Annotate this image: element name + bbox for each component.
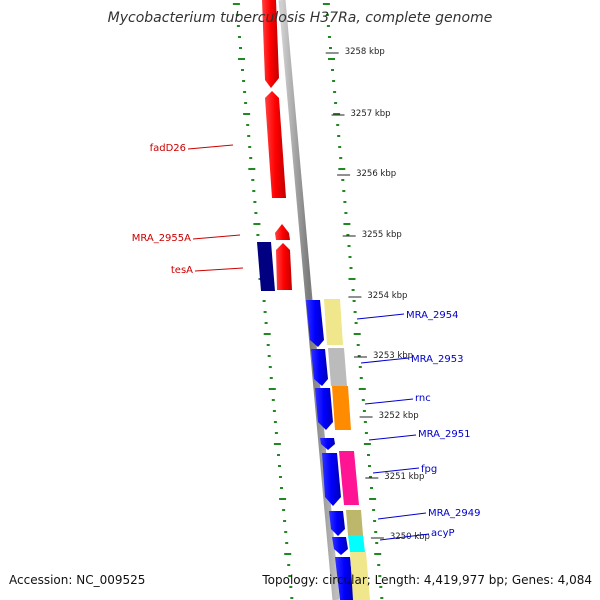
label-line-MRA_2951 — [368, 434, 417, 441]
gc-skew-ticks-left — [232, 3, 294, 599]
forward-gene-labels: MRA_2954 MRA_2953 rnc MRA_2951 fpg MRA_2… — [356, 310, 480, 541]
label-line-MRA_2949 — [377, 512, 427, 520]
gene-fpg — [322, 453, 341, 506]
cog-block-MRA_2953 — [328, 348, 347, 386]
label-line-tesA — [194, 267, 244, 272]
gene-fadD26-segment-b — [265, 91, 286, 198]
scale-label: 3251 kbp — [384, 472, 424, 482]
gene-MRA_2954 — [306, 300, 324, 347]
label-line-MRA_2955A — [192, 234, 241, 240]
gene-dark-feature — [257, 242, 275, 291]
label-line-MRA_2953 — [360, 357, 410, 364]
cog-block-MRA_2954 — [324, 299, 343, 345]
scale-label: 3250 kbp — [390, 532, 430, 542]
gene-rnc — [315, 388, 333, 430]
label-MRA_2949: MRA_2949 — [428, 508, 480, 519]
cog-block-MRA_2949 — [346, 510, 363, 535]
label-line-acyP — [379, 533, 430, 541]
scale-ticks: 3258 kbp 3257 kbp 3256 kbp 3255 kbp 3254 kbp… — [325, 47, 430, 542]
gc-skew-ticks-right — [322, 3, 384, 599]
gene-tesA — [276, 243, 292, 290]
label-line-fpg — [372, 467, 420, 474]
reverse-gene-labels: fadD26 MRA_2955A tesA — [132, 143, 244, 276]
scale-label: 3255 kbp — [362, 230, 402, 240]
scale-label: 3252 kbp — [379, 411, 419, 421]
gene-acyP — [332, 537, 348, 555]
label-rnc: rnc — [415, 393, 431, 404]
gene-MRA_2953 — [311, 349, 328, 386]
gene-next-forward — [335, 557, 354, 600]
label-line-fadD26 — [187, 144, 234, 150]
accession-label: Accession: NC_009525 — [9, 573, 146, 587]
label-MRA_2953: MRA_2953 — [411, 354, 463, 365]
label-MRA_2955A: MRA_2955A — [132, 233, 191, 244]
label-line-rnc — [364, 398, 414, 405]
forward-strand-genes — [306, 300, 354, 600]
cog-block-acyP — [348, 535, 365, 552]
scale-label: 3257 kbp — [351, 109, 391, 119]
scale-label: 3253 kbp — [373, 351, 413, 361]
cog-block-next — [350, 552, 370, 600]
label-MRA_2954: MRA_2954 — [406, 310, 458, 321]
scale-label: 3256 kbp — [356, 169, 396, 179]
genome-title: Mycobacterium tuberculosis H37Ra, comple… — [107, 10, 493, 26]
label-tesA: tesA — [171, 265, 193, 276]
gene-fadD26-segment-a — [262, 0, 279, 88]
cog-block-fpg — [339, 451, 359, 505]
gene-MRA_2951 — [320, 438, 335, 450]
reverse-strand-genes — [257, 0, 292, 291]
scale-label: 3258 kbp — [345, 47, 385, 57]
label-fpg: fpg — [421, 464, 437, 475]
gene-MRA_2949 — [329, 511, 345, 536]
scale-label: 3254 kbp — [367, 291, 407, 301]
label-MRA_2951: MRA_2951 — [418, 429, 470, 440]
cog-block-rnc — [332, 386, 351, 430]
label-acyP: acyP — [431, 528, 455, 539]
genome-stats-label: Topology: circular; Length: 4,419,977 bp… — [262, 573, 592, 587]
cog-blocks — [324, 299, 370, 600]
gene-MRA_2955A — [275, 224, 290, 240]
label-line-MRA_2954 — [356, 313, 405, 320]
label-fadD26: fadD26 — [150, 143, 186, 154]
